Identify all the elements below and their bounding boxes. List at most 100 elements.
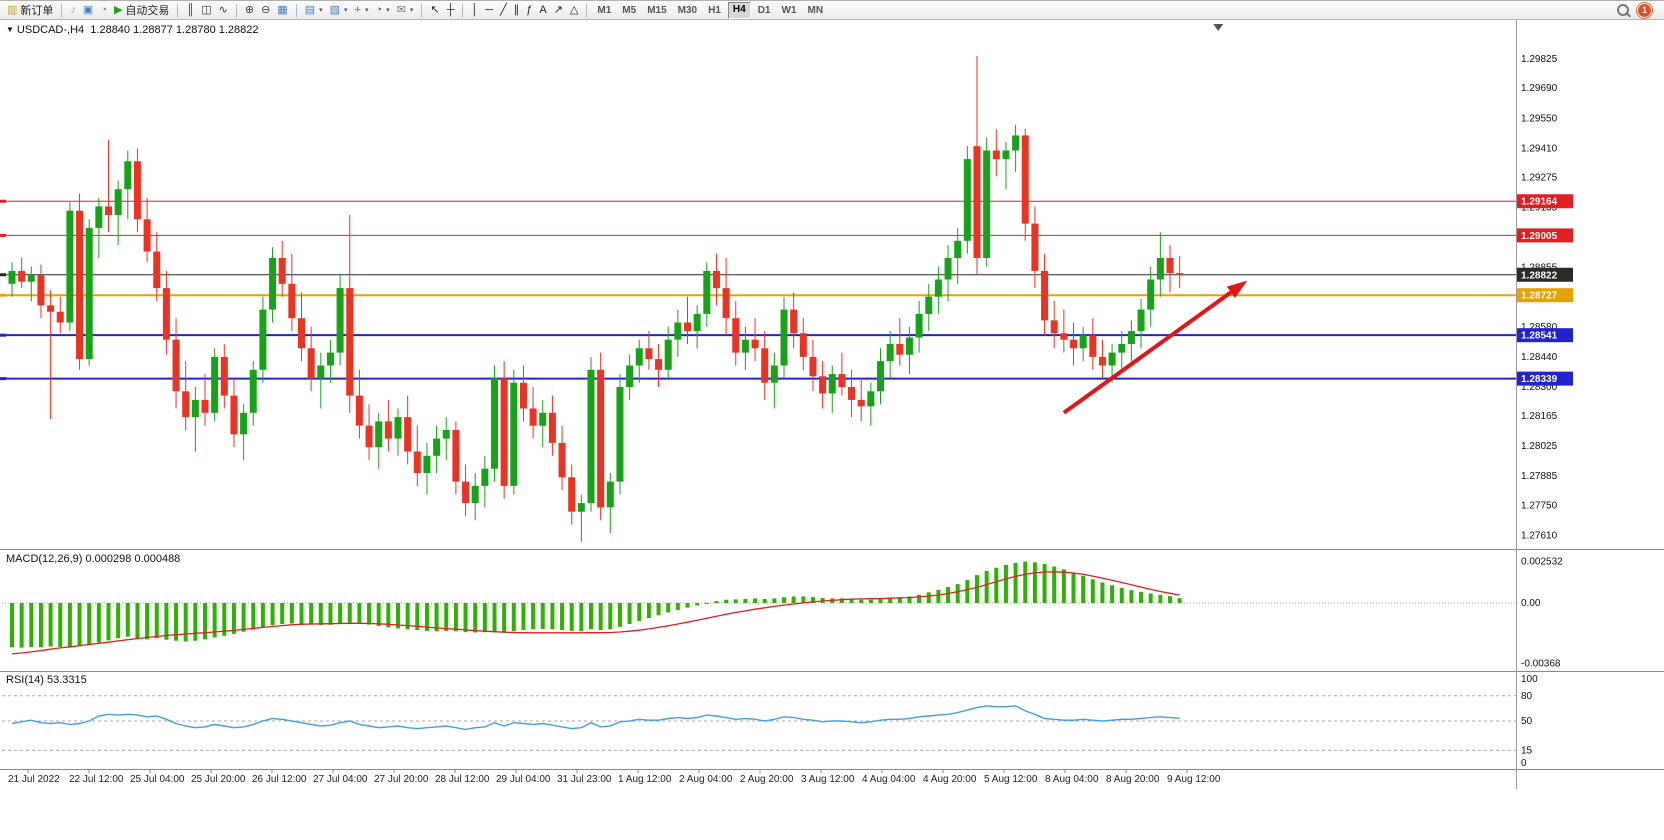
price-badges: 1.29164 1.29005 1.28822 1.28727 1.28541 1.283…	[1517, 194, 1573, 386]
new-order-icon: ▥	[7, 3, 18, 16]
new-chart-button[interactable]: ▤ ▾	[302, 2, 326, 19]
svg-text:1 Aug 12:00: 1 Aug 12:00	[618, 774, 672, 785]
data-window-icon: ◔	[100, 3, 107, 16]
svg-text:1.28727: 1.28727	[1521, 291, 1558, 302]
trend-arrow-annotation[interactable]	[1062, 280, 1248, 415]
svg-text:15: 15	[1521, 745, 1533, 756]
fibonacci-icon: ƒ	[526, 3, 533, 16]
new-chart-icon: ▤	[304, 3, 316, 16]
toolbar-separator	[586, 3, 588, 17]
arrow-object-icon: ↗	[553, 3, 563, 16]
tile-windows-icon: ▦	[277, 3, 288, 16]
resistance-line-2-anchor	[0, 233, 6, 237]
svg-text:22 Jul 12:00: 22 Jul 12:00	[69, 774, 124, 785]
time-axis[interactable]: 21 Jul 2022 22 Jul 12:00 25 Jul 04:00 25 Ju…	[0, 769, 1664, 786]
candlestick-icon: ◫	[201, 3, 212, 16]
vertical-line-button[interactable]: │	[468, 2, 481, 19]
svg-text:1.29825: 1.29825	[1521, 54, 1558, 65]
horizontal-line-icon: ─	[485, 3, 494, 16]
trendline-icon: ╱	[500, 3, 507, 16]
timeframe-h1-button[interactable]: H1	[708, 4, 721, 16]
alerts-button[interactable]: ♪	[67, 2, 79, 19]
timeframe-d1-button[interactable]: D1	[757, 4, 771, 16]
market-watch-button[interactable]: ▣	[80, 2, 96, 19]
timeframe-w1-button[interactable]: W1	[781, 4, 797, 16]
svg-text:1.29275: 1.29275	[1521, 172, 1558, 183]
resistance-line-1-badge	[1517, 194, 1573, 209]
timeframe-m15-button[interactable]: M15	[647, 4, 667, 16]
current-price-line-anchor	[0, 273, 6, 277]
shapes-button[interactable]: △	[567, 2, 581, 19]
toolbar-separator	[295, 3, 297, 17]
profiles-icon: ▧	[329, 3, 341, 16]
timeframe-h4-button[interactable]: H4	[727, 1, 751, 19]
chart-window-icon: ▣	[82, 3, 94, 16]
svg-text:1.28300: 1.28300	[1521, 382, 1558, 393]
svg-text:1.28541: 1.28541	[1521, 331, 1558, 342]
dropdown-arrow-icon: ▾	[386, 7, 390, 14]
timeframe-mn-button[interactable]: MN	[807, 4, 824, 16]
cursor-button[interactable]: ↖	[427, 2, 442, 19]
svg-text:25 Jul 04:00: 25 Jul 04:00	[130, 774, 185, 785]
svg-text:1.27610: 1.27610	[1521, 530, 1558, 541]
shapes-icon: △	[569, 3, 579, 16]
ohlc-bars-button[interactable]: ║	[183, 2, 197, 19]
chart-canvas[interactable]: 1.29825 1.29690 1.29550 1.29410 1.29275 1.291…	[0, 20, 1664, 790]
svg-text:25 Jul 20:00: 25 Jul 20:00	[191, 774, 246, 785]
support-line-1-anchor	[0, 333, 6, 337]
svg-text:0: 0	[1521, 758, 1527, 769]
svg-text:27 Jul 20:00: 27 Jul 20:00	[374, 774, 429, 785]
candlestick-button[interactable]: ◫	[198, 2, 214, 19]
arrows-button[interactable]: ↗	[551, 2, 566, 19]
svg-text:26 Jul 12:00: 26 Jul 12:00	[252, 774, 307, 785]
svg-text:1.29690: 1.29690	[1521, 83, 1558, 94]
support-line-1-badge	[1517, 328, 1573, 343]
timeframe-m5-button[interactable]: M5	[622, 4, 637, 16]
svg-text:1.28822: 1.28822	[1521, 270, 1558, 281]
current-price-line-badge	[1517, 267, 1573, 282]
indicators-button[interactable]: + ▾	[352, 2, 372, 19]
notification-badge[interactable]: 1	[1637, 2, 1652, 18]
zoom-out-button[interactable]: ⊖	[258, 2, 273, 19]
svg-text:50: 50	[1521, 716, 1533, 727]
tile-windows-button[interactable]: ▦	[274, 2, 290, 19]
svg-text:1.29410: 1.29410	[1521, 143, 1558, 154]
zoom-out-icon: ⊖	[261, 3, 271, 16]
dropdown-arrow-icon: ▾	[344, 7, 348, 14]
toolbar-separator	[61, 3, 63, 17]
data-window-button[interactable]: ◔	[97, 2, 110, 19]
svg-text:1.29164: 1.29164	[1521, 197, 1558, 208]
rsi-line	[11, 705, 1180, 731]
line-chart-button[interactable]: ∿	[216, 2, 231, 19]
timeframe-m1-button[interactable]: M1	[597, 4, 612, 16]
text-button[interactable]: A	[536, 2, 549, 19]
toolbar-separator	[421, 3, 423, 17]
search-icon[interactable]	[1617, 4, 1629, 16]
svg-text:21 Jul 2022: 21 Jul 2022	[8, 774, 60, 785]
channel-button[interactable]: ∥	[511, 2, 523, 19]
svg-text:1.28339: 1.28339	[1521, 374, 1558, 385]
fibonacci-button[interactable]: ƒ	[523, 2, 535, 19]
timeframe-m30-button[interactable]: M30	[677, 4, 698, 16]
svg-text:27 Jul 04:00: 27 Jul 04:00	[313, 774, 368, 785]
svg-text:28 Jul 12:00: 28 Jul 12:00	[435, 774, 490, 785]
svg-text:8 Aug 20:00: 8 Aug 20:00	[1106, 774, 1160, 785]
play-icon: ▶	[113, 3, 123, 16]
zoom-in-icon: ⊕	[244, 3, 255, 16]
svg-text:1.29550: 1.29550	[1521, 113, 1558, 124]
profiles-button[interactable]: ▧ ▾	[327, 2, 351, 19]
new-order-button-label: 新订单	[20, 5, 54, 17]
periods-button[interactable]: ◔ ▾	[373, 2, 393, 19]
svg-text:3 Aug 12:00: 3 Aug 12:00	[801, 774, 855, 785]
new-order-button[interactable]: ▥ 新订单	[4, 2, 56, 19]
crosshair-button[interactable]: ┼	[444, 2, 458, 19]
auto-trading-button[interactable]: ▶ 自动交易	[111, 2, 172, 19]
vertical-line-icon: │	[471, 3, 479, 16]
zoom-in-button[interactable]: ⊕	[242, 2, 257, 19]
svg-text:31 Jul 23:00: 31 Jul 23:00	[557, 774, 612, 785]
svg-text:0.00: 0.00	[1521, 598, 1541, 609]
templates-button[interactable]: ✉ ▾	[394, 2, 417, 19]
cursor-arrow-icon: ↖	[430, 3, 440, 16]
horizontal-line-button[interactable]: ─	[482, 2, 496, 19]
trendline-button[interactable]: ╱	[497, 2, 510, 19]
